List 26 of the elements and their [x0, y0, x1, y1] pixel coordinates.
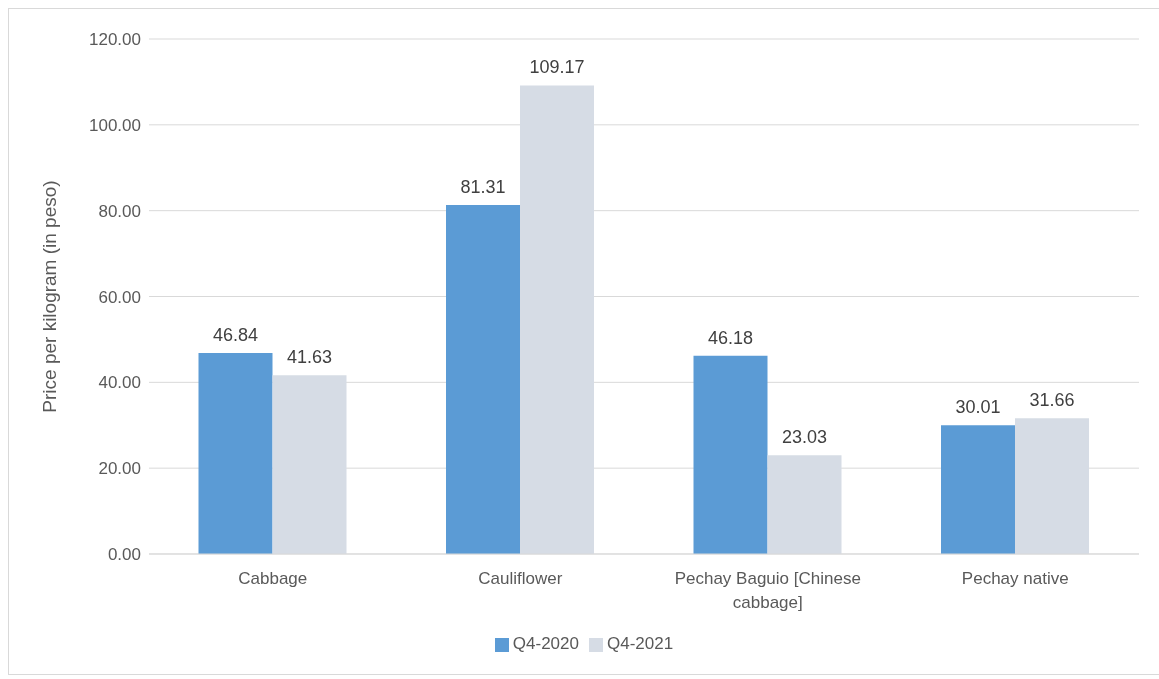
data-label: 46.84 [212, 324, 259, 345]
x-tick-label: Cabbage [238, 569, 308, 588]
y-axis-title: Price per kilogram (in peso) [38, 180, 60, 413]
y-tick-label: 80.00 [98, 201, 141, 221]
bar [941, 425, 1015, 554]
y-tick-label: 20.00 [98, 459, 141, 479]
data-label: 41.63 [286, 347, 333, 368]
y-tick-label: 0.00 [107, 545, 141, 565]
data-label: 23.03 [781, 427, 828, 448]
bar [446, 205, 520, 554]
bar [693, 355, 768, 554]
bar [198, 352, 273, 554]
data-label: 81.31 [460, 177, 506, 198]
data-label: 46.18 [707, 327, 754, 348]
y-tick-label: 120.00 [89, 30, 141, 50]
legend-label: Q4-2021 [607, 634, 674, 653]
x-tick-label: Pechay native [961, 569, 1069, 588]
x-tick-label: Cauliflower [478, 569, 563, 588]
x-tick-label: Pechay Baguio [Chinese cabbage] [674, 569, 861, 612]
data-label: 109.17 [529, 57, 585, 78]
data-label: 31.66 [1029, 390, 1075, 411]
y-tick-label: 60.00 [98, 287, 141, 307]
data-label: 30.01 [955, 397, 1001, 418]
y-tick-label: 40.00 [98, 373, 141, 393]
y-tick-label: 100.00 [89, 115, 141, 135]
legend-label: Q4-2020 [512, 634, 579, 653]
